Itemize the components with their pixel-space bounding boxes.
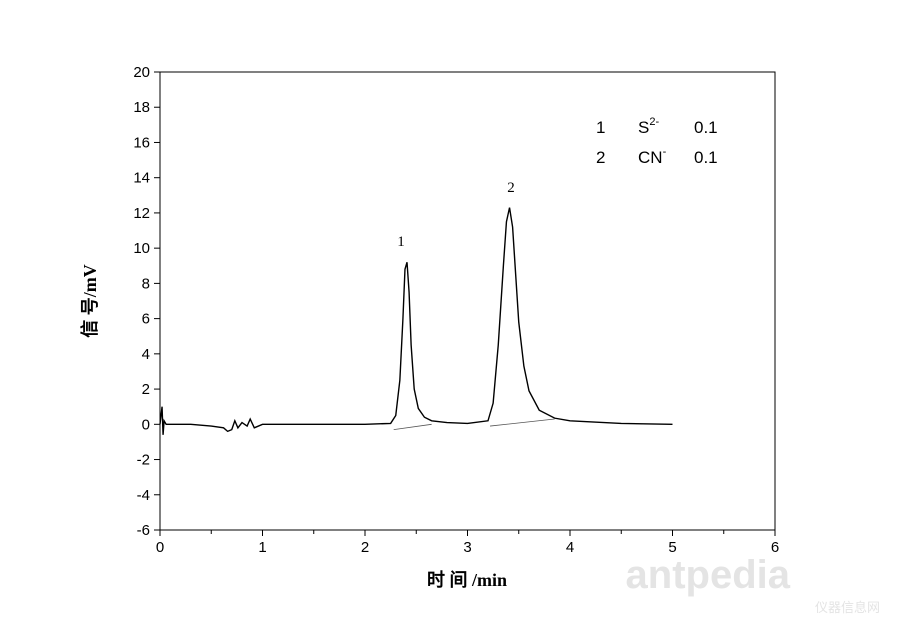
x-tick-label: 3 (463, 539, 471, 556)
y-tick-label: -6 (137, 522, 150, 539)
legend-ion: CN- (638, 146, 667, 167)
y-tick-label: 16 (133, 134, 150, 151)
series-line (393, 418, 555, 430)
series-line (159, 207, 673, 435)
y-tick-label: 2 (142, 381, 150, 398)
x-tick-label: 5 (668, 539, 676, 556)
legend-ion-name: S (638, 118, 649, 137)
legend-concentration: 0.1 (694, 118, 718, 137)
y-axis-label: 信 号/mV (79, 264, 100, 338)
y-tick-label: 6 (142, 311, 150, 328)
legend-ion-name: CN (638, 148, 663, 167)
x-tick-label: 2 (361, 539, 369, 556)
y-tick-label: 4 (142, 346, 150, 363)
peak-label: 1 (397, 234, 405, 250)
x-tick-label: 4 (566, 539, 574, 556)
y-tick-label: 10 (133, 240, 150, 257)
y-tick-label: 14 (133, 170, 150, 187)
y-tick-label: 8 (142, 275, 150, 292)
y-tick-label: -2 (137, 452, 150, 469)
y-tick-label: 18 (133, 99, 150, 116)
y-tick-label: 0 (142, 416, 150, 433)
x-tick-label: 0 (156, 539, 164, 556)
x-axis-label: 时 间 /min (427, 570, 507, 590)
y-tick-label: 12 (133, 205, 150, 222)
x-tick-label: 1 (258, 539, 266, 556)
legend-ion: S2- (638, 116, 659, 137)
y-tick-label: -4 (137, 487, 150, 504)
peak-label: 2 (507, 180, 515, 196)
watermark: 仪器信息网 (815, 600, 880, 615)
legend-charge: - (663, 146, 667, 158)
legend-concentration: 0.1 (694, 148, 718, 167)
x-tick-label: 6 (771, 539, 779, 556)
watermark: antpedia (626, 553, 791, 597)
legend-charge: 2- (649, 116, 659, 128)
legend-index: 2 (596, 148, 605, 167)
y-tick-label: 20 (133, 64, 150, 81)
plot-frame (159, 71, 776, 531)
legend-index: 1 (596, 118, 605, 137)
